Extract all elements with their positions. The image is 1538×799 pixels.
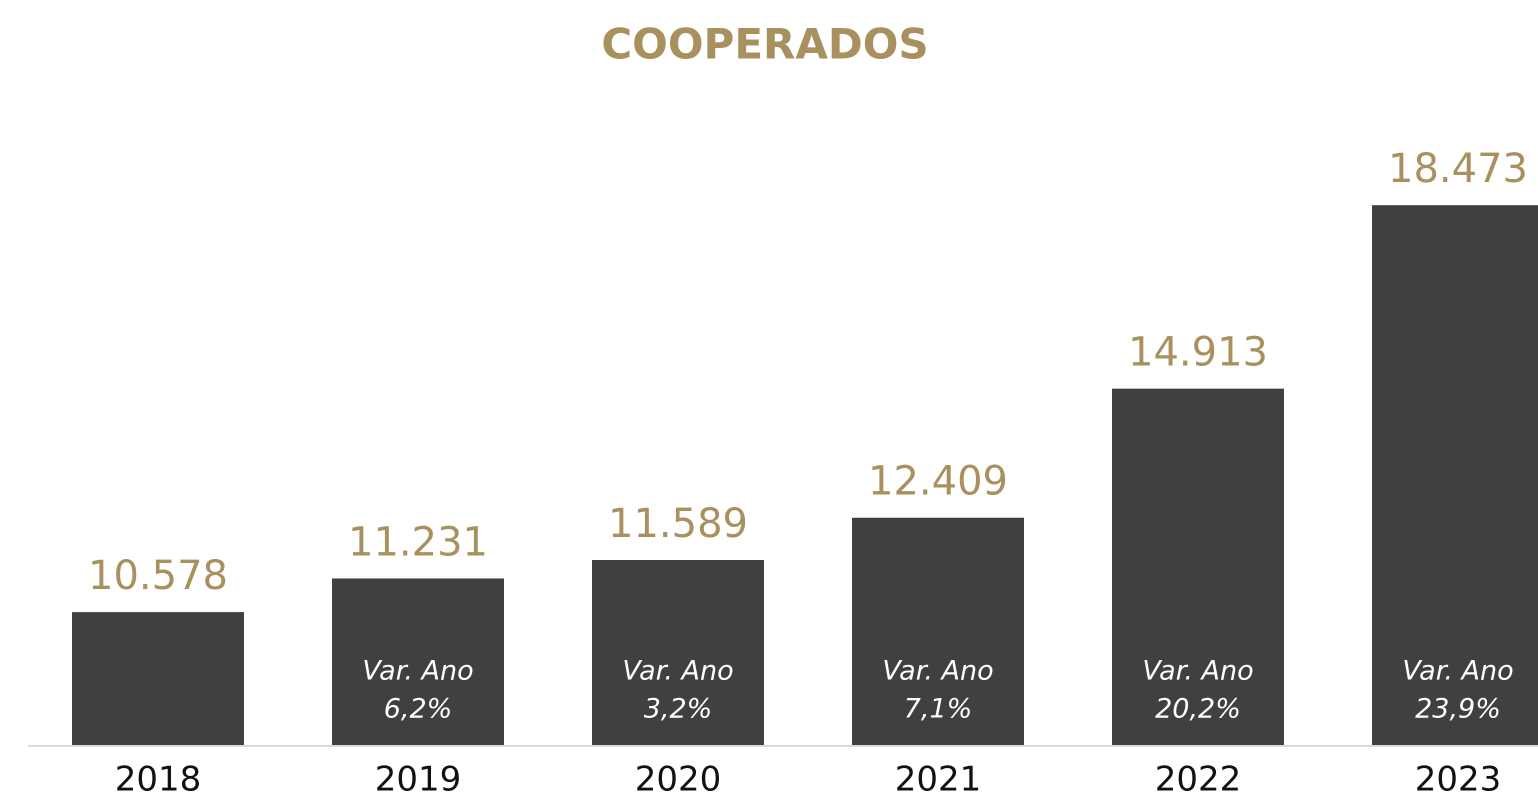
x-tick-label: 2023	[1415, 760, 1502, 799]
chart-title: COOPERADOS	[601, 20, 928, 69]
x-tick-label: 2020	[635, 760, 722, 799]
bar	[72, 612, 244, 745]
x-tick-label: 2019	[375, 760, 462, 799]
value-label: 10.578	[88, 553, 228, 599]
variation-title: Var. Ano	[1142, 656, 1253, 687]
x-tick-label: 2022	[1155, 760, 1242, 799]
bar	[1112, 388, 1284, 745]
value-label: 11.231	[348, 519, 488, 565]
value-label: 12.409	[868, 459, 1008, 505]
x-tick-label: 2018	[115, 760, 202, 799]
variation-label: 6,2%	[384, 694, 453, 725]
variation-label: 23,9%	[1415, 694, 1501, 725]
bar	[592, 560, 764, 745]
bar	[852, 517, 1024, 745]
value-label: 18.473	[1388, 146, 1528, 192]
variation-label: 3,2%	[644, 694, 713, 725]
variation-title: Var. Ano	[882, 656, 993, 687]
x-tick-label: 2021	[895, 760, 982, 799]
variation-title: Var. Ano	[622, 656, 733, 687]
variation-title: Var. Ano	[362, 656, 473, 687]
variation-title: Var. Ano	[1402, 656, 1513, 687]
variation-label: 7,1%	[904, 694, 973, 725]
bar	[332, 578, 504, 745]
value-label: 14.913	[1128, 330, 1268, 376]
bar	[1372, 205, 1538, 746]
value-label: 11.589	[608, 501, 748, 547]
variation-label: 20,2%	[1155, 694, 1241, 725]
